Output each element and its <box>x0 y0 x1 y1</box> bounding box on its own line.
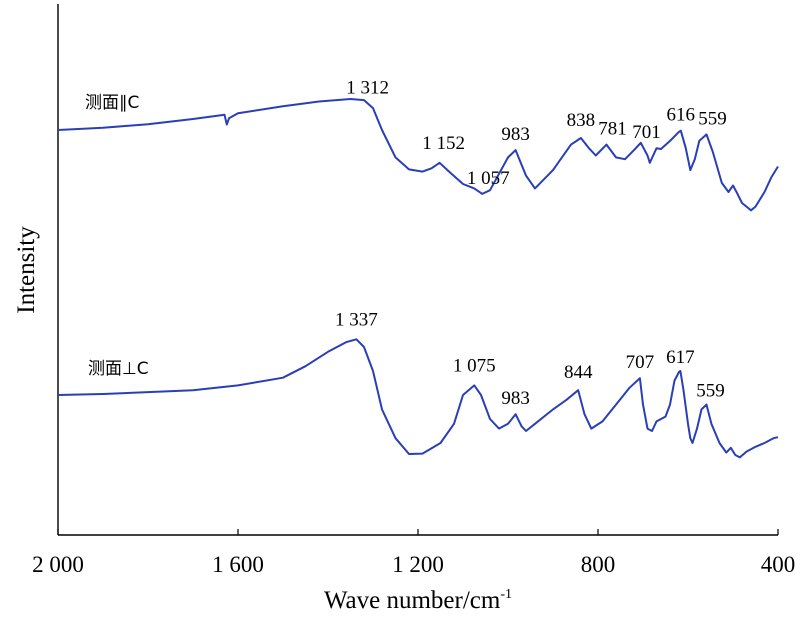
x-axis-title-superscript: -1 <box>500 587 512 602</box>
peak-label: 1 057 <box>467 168 510 189</box>
peak-label: 1 337 <box>335 309 378 330</box>
x-ticks: 2 000 1 600 1 200 800 400 <box>32 529 795 577</box>
series-labels: 测面∥C 测面⊥C <box>85 93 149 379</box>
peak-label: 844 <box>564 362 593 383</box>
x-tick-label: 800 <box>581 552 616 577</box>
x-tick-label: 1 600 <box>212 552 264 577</box>
peak-label: 559 <box>696 381 725 402</box>
peak-label: 983 <box>501 388 530 409</box>
peak-label: 559 <box>698 108 727 129</box>
x-tick-label: 1 200 <box>392 552 444 577</box>
series-label-1: 测面⊥C <box>88 359 149 379</box>
series-group <box>57 98 779 459</box>
x-axis-title-main: Wave number/cm <box>324 587 501 614</box>
peak-label: 1 152 <box>422 133 465 154</box>
peak-label: 1 075 <box>453 355 496 376</box>
x-tick-label: 2 000 <box>32 552 84 577</box>
series-line-1 <box>57 338 779 459</box>
axes <box>57 4 778 536</box>
peak-label: 838 <box>567 110 596 131</box>
x-tick-label: 400 <box>761 552 796 577</box>
series-label-0: 测面∥C <box>85 93 139 113</box>
series-line-0 <box>57 98 779 212</box>
peak-label: 617 <box>666 347 695 368</box>
peak-label: 616 <box>667 105 696 126</box>
peak-label: 707 <box>626 352 655 373</box>
peak-label: 1 312 <box>346 77 389 98</box>
x-axis-title: Wave number/cm-1 <box>324 587 512 614</box>
peak-label: 983 <box>501 124 530 145</box>
peak-label: 701 <box>632 122 661 143</box>
y-axis-title: Intensity <box>13 226 40 314</box>
peak-label: 781 <box>598 119 627 140</box>
